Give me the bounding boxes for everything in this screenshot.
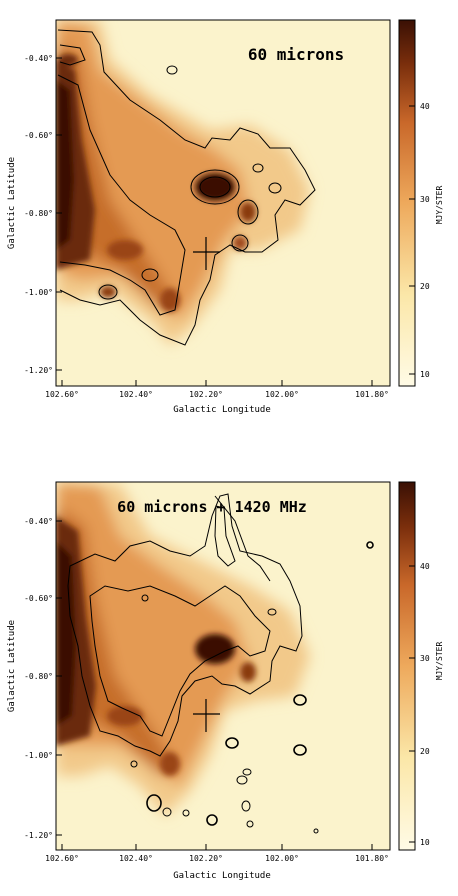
y-tick-label: -0.60°: [24, 131, 53, 140]
x-tick-label: 101.80°: [355, 854, 389, 863]
y-tick-labels: -0.40° -0.60° -0.80° -1.00° -1.20°: [24, 54, 53, 375]
x-tick-label: 102.60°: [45, 854, 79, 863]
y-tick-label: -0.80°: [24, 672, 53, 681]
y-tick-label: -0.40°: [24, 54, 53, 63]
x-tick-label: 102.40°: [119, 390, 153, 399]
y-tick-label: -0.40°: [24, 517, 53, 526]
panel-60-microns-1420-mhz: -0.40° -0.60° -0.80° -1.00° -1.20° 102.6…: [0, 446, 458, 892]
x-tick-label: 102.00°: [265, 390, 299, 399]
x-axis-label: Galactic Longitude: [173, 405, 271, 415]
y-tick-label: -0.60°: [24, 594, 53, 603]
x-tick-label: 102.20°: [189, 854, 223, 863]
sky-map-60-microns-1420-mhz: -0.40° -0.60° -0.80° -1.00° -1.20° 102.6…: [7, 481, 444, 881]
colorbar-label: MJY/STER: [435, 186, 444, 225]
y-tick-label: -0.80°: [24, 209, 53, 218]
panel-title: 60 microns + 1420 MHz: [117, 498, 307, 516]
intensity-image: [56, 482, 390, 850]
x-tick-labels: 102.60° 102.40° 102.20° 102.00° 101.80°: [45, 390, 389, 399]
colorbar-label: MJY/STER: [435, 642, 444, 681]
x-tick-label: 102.40°: [119, 854, 153, 863]
intensity-image: [56, 20, 390, 386]
y-tick-label: -1.20°: [24, 831, 53, 840]
colorbar-tick-label: 40: [420, 102, 430, 111]
y-tick-label: -1.20°: [24, 366, 53, 375]
y-axis-label: Galactic Latitude: [7, 157, 17, 249]
colorbar-tick-label: 10: [420, 370, 430, 379]
colorbar: 40 30 20 10 MJY/STER: [398, 481, 444, 851]
colorbar-tick-label: 30: [420, 654, 430, 663]
x-tick-label: 102.60°: [45, 390, 79, 399]
colorbar-tick-label: 30: [420, 195, 430, 204]
y-axis-label: Galactic Latitude: [7, 620, 17, 712]
x-tick-label: 101.80°: [355, 390, 389, 399]
colorbar: 40 30 20 10 MJY/STER: [398, 19, 444, 387]
x-tick-label: 102.00°: [265, 854, 299, 863]
x-tick-labels: 102.60° 102.40° 102.20° 102.00° 101.80°: [45, 854, 389, 863]
x-axis-label: Galactic Longitude: [173, 871, 271, 881]
colorbar-tick-label: 20: [420, 282, 430, 291]
colorbar-tick-label: 20: [420, 747, 430, 756]
panel-title: 60 microns: [248, 45, 344, 64]
panel-60-microns: -0.40° -0.60° -0.80° -1.00° -1.20° 102.6…: [0, 0, 458, 446]
source-position-marker: [193, 699, 220, 732]
colorbar-tick-label: 10: [420, 838, 430, 847]
sky-map-60-microns: -0.40° -0.60° -0.80° -1.00° -1.20° 102.6…: [7, 19, 444, 415]
y-tick-label: -1.00°: [24, 751, 53, 760]
y-tick-label: -1.00°: [24, 288, 53, 297]
y-tick-labels: -0.40° -0.60° -0.80° -1.00° -1.20°: [24, 517, 53, 840]
x-tick-label: 102.20°: [189, 390, 223, 399]
colorbar-tick-label: 40: [420, 562, 430, 571]
source-position-marker: [193, 237, 220, 270]
